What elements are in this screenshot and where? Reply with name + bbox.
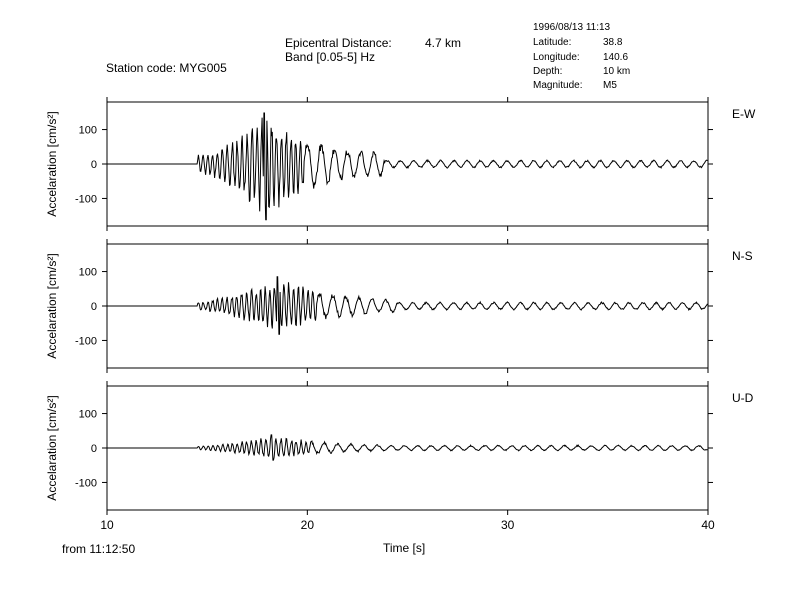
y-tick-label: 0 <box>91 159 97 171</box>
y-tick-label: -100 <box>75 335 97 347</box>
waveform-e-w <box>107 112 708 221</box>
x-tick-label: 40 <box>701 518 715 532</box>
latitude-value: 38.8 <box>603 37 623 48</box>
magnitude-label: Magnitude: <box>533 80 583 91</box>
longitude-value: 140.6 <box>603 52 629 63</box>
component-label: U-D <box>732 391 754 405</box>
longitude-label: Longitude: <box>533 52 580 63</box>
component-label: E-W <box>732 107 756 121</box>
waveform-u-d <box>107 434 708 461</box>
start-time-label: from 11:12:50 <box>62 542 136 556</box>
y-tick-label: -100 <box>75 193 97 205</box>
y-tick-label: 0 <box>91 443 97 455</box>
event-datetime: 1996/08/13 11:13 <box>533 22 611 33</box>
x-tick-label: 20 <box>301 518 315 532</box>
y-tick-label: 100 <box>79 267 97 279</box>
magnitude-value: M5 <box>603 80 617 91</box>
frequency-band: Band [0.05-5] Hz <box>285 50 376 64</box>
x-axis-title: Time [s] <box>383 541 426 555</box>
x-tick-label: 30 <box>501 518 515 532</box>
y-tick-label: -100 <box>75 477 97 489</box>
depth-label: Depth: <box>533 66 563 77</box>
station-code: Station code: MYG005 <box>106 61 227 75</box>
y-axis-title: Accelaration [cm/s²] <box>45 253 59 358</box>
depth-value: 10 km <box>603 66 631 77</box>
y-axis-title: Accelaration [cm/s²] <box>45 395 59 500</box>
epicentral-distance-label: Epicentral Distance: <box>285 36 392 50</box>
y-tick-label: 100 <box>79 125 97 137</box>
epicentral-distance-value: 4.7 km <box>425 36 462 50</box>
waveform-n-s <box>107 276 708 335</box>
x-tick-label: 10 <box>100 518 114 532</box>
y-tick-label: 0 <box>91 301 97 313</box>
y-axis-title: Accelaration [cm/s²] <box>45 111 59 216</box>
latitude-label: Latitude: <box>533 37 572 48</box>
y-tick-label: 100 <box>79 409 97 421</box>
component-label: N-S <box>732 249 753 263</box>
